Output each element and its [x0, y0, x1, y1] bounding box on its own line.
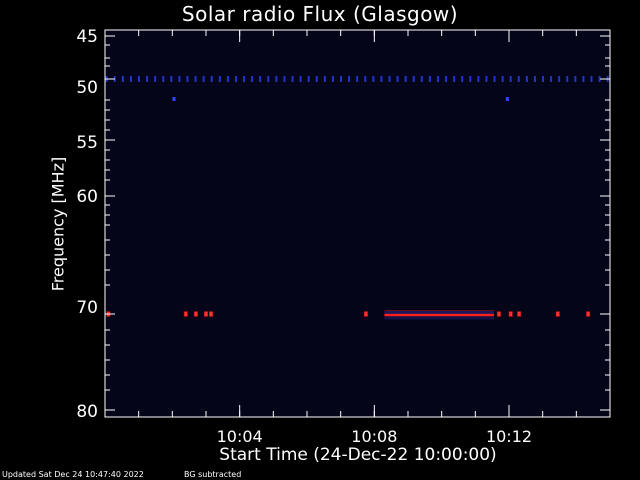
band-dot — [121, 76, 124, 82]
band-dot — [380, 76, 383, 82]
band-dot — [243, 76, 246, 82]
band-dot — [404, 76, 407, 82]
emission-blip — [556, 312, 560, 316]
band-dot — [340, 76, 343, 82]
band-dot — [323, 76, 326, 82]
emission-blip — [509, 312, 513, 316]
band-dot — [146, 76, 149, 82]
emission-blip — [184, 312, 188, 316]
band-dot — [331, 76, 334, 82]
band-dot — [436, 76, 439, 82]
band-dot — [590, 76, 593, 82]
band-dot — [194, 76, 197, 82]
band-dot — [533, 76, 536, 82]
updated-timestamp: Updated Sat Dec 24 10:47:40 2022 — [2, 470, 144, 479]
band-dot — [299, 76, 302, 82]
y-axis-label: Frequency [MHz] — [48, 156, 68, 292]
bg-subtracted-note: BG subtracted — [184, 470, 242, 479]
band-dot — [566, 76, 569, 82]
band-dot — [445, 76, 448, 82]
isolated-dot — [172, 97, 176, 101]
band-dot — [453, 76, 456, 82]
band-dot — [485, 76, 488, 82]
isolated-dot — [505, 97, 509, 101]
band-dot — [477, 76, 480, 82]
y-tick-label: 45 — [76, 27, 98, 47]
band-dot — [226, 76, 229, 82]
band-dot — [517, 76, 520, 82]
x-tick-label: 10:04 — [217, 427, 263, 446]
x-axis-label: Start Time (24-Dec-22 10:00:00) — [219, 445, 497, 465]
y-tick-label: 55 — [76, 133, 98, 153]
y-tick-label: 50 — [76, 78, 98, 98]
band-dot — [218, 76, 221, 82]
band-dot — [275, 76, 278, 82]
band-dot — [420, 76, 423, 82]
emission-blip — [497, 312, 501, 316]
band-dot — [364, 76, 367, 82]
band-dot — [582, 76, 585, 82]
band-dot — [469, 76, 472, 82]
band-dot — [234, 76, 237, 82]
emission-blip — [586, 312, 590, 316]
band-dot — [138, 76, 141, 82]
plot-background — [105, 30, 610, 417]
band-dot — [542, 76, 545, 82]
emission-blip — [364, 312, 368, 316]
x-tick-label: 10:12 — [486, 427, 532, 446]
band-dot — [291, 76, 294, 82]
band-dot — [210, 76, 213, 82]
axes: 10:04 10:08 10:12 45 50 55 60 70 80 — [76, 27, 610, 446]
band-dot — [356, 76, 359, 82]
band-dot — [493, 76, 496, 82]
band-dot — [259, 76, 262, 82]
x-tick-label: 10:08 — [351, 427, 397, 446]
y-tick-label: 80 — [76, 402, 98, 422]
band-dot — [574, 76, 577, 82]
band-dot — [348, 76, 351, 82]
band-dot — [178, 76, 181, 82]
band-dot — [509, 76, 512, 82]
band-dot — [129, 76, 132, 82]
band-dot — [372, 76, 375, 82]
faint-band — [384, 316, 494, 320]
band-dot — [307, 76, 310, 82]
emission-blip — [204, 312, 208, 316]
faint-band — [384, 310, 494, 314]
band-dot — [461, 76, 464, 82]
band-dot — [154, 76, 157, 82]
band-dot — [283, 76, 286, 82]
emission-blip — [517, 312, 521, 316]
band-dot — [267, 76, 270, 82]
emission-blip — [194, 312, 198, 316]
band-dot — [186, 76, 189, 82]
band-dot — [202, 76, 205, 82]
y-tick-label: 60 — [76, 187, 98, 207]
band-dot — [162, 76, 165, 82]
band-dot — [501, 76, 504, 82]
band-dot — [525, 76, 528, 82]
band-dot — [396, 76, 399, 82]
chart-title: Solar radio Flux (Glasgow) — [181, 2, 459, 26]
band-dot — [388, 76, 391, 82]
emission-band — [384, 312, 494, 316]
y-tick-label: 70 — [76, 298, 98, 318]
band-dot — [315, 76, 318, 82]
band-dot — [170, 76, 173, 82]
band-dot — [550, 76, 553, 82]
band-dot — [428, 76, 431, 82]
band-dot — [598, 76, 601, 82]
band-dot — [251, 76, 254, 82]
band-dot — [412, 76, 415, 82]
emission-blip — [209, 312, 213, 316]
plot-frame — [104, 29, 611, 418]
band-dot — [558, 76, 561, 82]
